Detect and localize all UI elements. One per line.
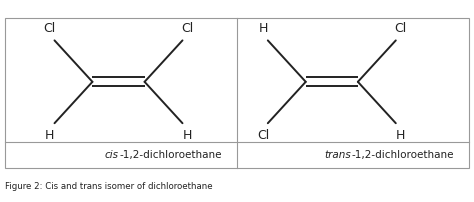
Text: H: H: [182, 129, 192, 142]
Text: H: H: [258, 22, 268, 35]
Text: H: H: [396, 129, 405, 142]
Text: H: H: [45, 129, 55, 142]
Text: Cl: Cl: [44, 22, 56, 35]
Text: cis: cis: [104, 150, 118, 160]
Text: -1,2-dichloroethane: -1,2-dichloroethane: [352, 150, 454, 160]
Text: trans: trans: [324, 150, 351, 160]
Text: Cl: Cl: [181, 22, 193, 35]
Text: -1,2-dichloroethane: -1,2-dichloroethane: [119, 150, 222, 160]
Text: Figure 2: Cis and trans isomer of dichloroethane: Figure 2: Cis and trans isomer of dichlo…: [5, 182, 212, 191]
Bar: [5, 18, 469, 168]
Text: Cl: Cl: [257, 129, 269, 142]
Text: Cl: Cl: [394, 22, 407, 35]
